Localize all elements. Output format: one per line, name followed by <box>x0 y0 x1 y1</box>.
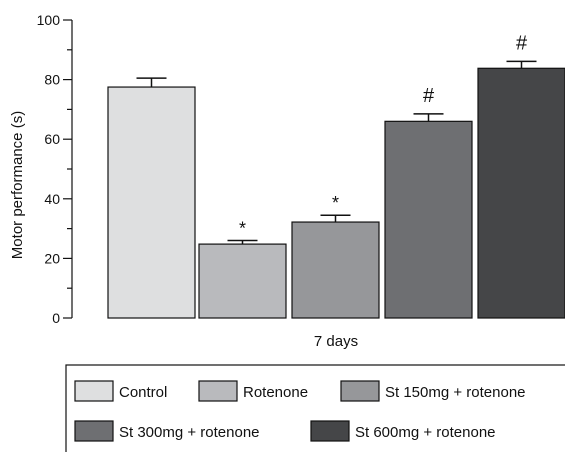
y-axis: 0 20 40 60 80 100 <box>37 12 73 326</box>
significance-mark: * <box>239 219 246 239</box>
significance-mark: * <box>332 193 339 213</box>
y-tick-label: 100 <box>37 12 61 28</box>
bar <box>477 67 565 319</box>
significance-mark: # <box>423 85 435 107</box>
bar <box>291 221 380 319</box>
legend-label: Rotenone <box>243 384 308 401</box>
legend-label: St 600mg + rotenone <box>355 424 496 441</box>
legend-frame <box>65 364 565 452</box>
legend-label: Control <box>119 384 167 401</box>
legend-label: St 300mg + rotenone <box>119 424 260 441</box>
y-tick-label: 20 <box>44 250 60 266</box>
legend-label: St 150mg + rotenone <box>385 384 526 401</box>
bars: * * # # <box>107 32 565 319</box>
legend-swatch <box>340 380 380 402</box>
legend: Control Rotenone St 150mg + rotenone St 300… <box>65 364 565 452</box>
bar <box>198 243 287 319</box>
legend-swatch <box>74 420 114 442</box>
bar <box>384 120 473 319</box>
significance-mark: # <box>516 32 528 54</box>
y-tick-label: 0 <box>52 310 60 326</box>
legend-swatch <box>310 420 350 442</box>
x-axis-label: 7 days <box>314 333 358 350</box>
y-tick-label: 80 <box>44 72 60 88</box>
y-tick-label: 40 <box>44 191 60 207</box>
bar <box>107 86 196 319</box>
y-axis-label: Motor performance (s) <box>9 111 26 259</box>
legend-swatch <box>198 380 238 402</box>
y-tick-label: 60 <box>44 131 60 147</box>
legend-swatch <box>74 380 114 402</box>
